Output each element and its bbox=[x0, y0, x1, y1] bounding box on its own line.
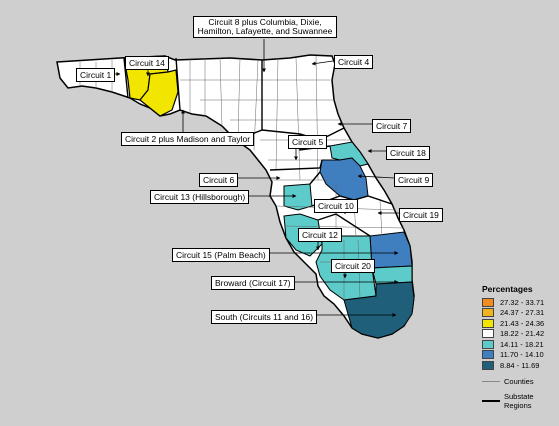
label-circuit-8-line-2: Hamilton, Lafayette, and Suwannee bbox=[197, 26, 333, 36]
legend-item-label: 18.22 - 21.42 bbox=[500, 329, 545, 339]
region-circuit-17 bbox=[371, 265, 413, 285]
label-circuit-15: Circuit 15 (Palm Beach) bbox=[172, 248, 270, 262]
label-circuit-6: Circuit 6 bbox=[199, 173, 239, 187]
label-circuit-1: Circuit 1 bbox=[76, 68, 116, 82]
legend: Percentages 27.32 - 33.71 24.37 - 27.31 21… bbox=[482, 284, 556, 410]
legend-swatch bbox=[482, 318, 494, 328]
label-south: South (Circuits 11 and 16) bbox=[211, 310, 318, 324]
label-circuit-8: Circuit 8 plus Columbia, Dixie, Hamilton… bbox=[193, 16, 337, 38]
legend-item-label: 21.43 - 24.36 bbox=[500, 318, 545, 328]
label-circuit-18: Circuit 18 bbox=[386, 146, 430, 160]
legend-item-label: 27.32 - 33.71 bbox=[500, 297, 545, 307]
legend-swatch bbox=[482, 350, 494, 360]
legend-rows: 27.32 - 33.71 24.37 - 27.31 21.43 - 24.36 1… bbox=[482, 297, 556, 371]
legend-item-label: 8.84 - 11.69 bbox=[500, 360, 540, 370]
legend-item: 14.11 - 18.21 bbox=[482, 339, 556, 350]
legend-item-label: 14.11 - 18.21 bbox=[500, 339, 544, 349]
label-circuit-5: Circuit 5 bbox=[288, 135, 328, 149]
legend-item: 21.43 - 24.36 bbox=[482, 318, 556, 329]
legend-item-label: 11.70 - 14.10 bbox=[500, 350, 544, 360]
legend-item: 11.70 - 14.10 bbox=[482, 350, 556, 361]
label-circuit-17: Broward (Circuit 17) bbox=[211, 276, 295, 290]
region-circuit-15 bbox=[369, 231, 413, 269]
label-circuit-9: Circuit 9 bbox=[394, 173, 434, 187]
label-circuit-2: Circuit 2 plus Madison and Taylor bbox=[121, 132, 255, 146]
legend-item: 8.84 - 11.69 bbox=[482, 360, 556, 371]
legend-swatch bbox=[482, 308, 494, 318]
legend-counties-label: Counties bbox=[504, 376, 534, 386]
legend-swatch bbox=[482, 297, 494, 307]
label-circuit-12: Circuit 12 bbox=[298, 228, 342, 242]
legend-item: 27.32 - 33.71 bbox=[482, 297, 556, 308]
label-circuit-4: Circuit 4 bbox=[334, 55, 374, 69]
legend-title: Percentages bbox=[482, 284, 533, 294]
legend-swatch bbox=[482, 360, 494, 370]
region-circuit-13 bbox=[283, 183, 313, 211]
leader-arrows bbox=[113, 39, 399, 317]
region-circuits-11-16 bbox=[343, 281, 415, 339]
substate-line-icon bbox=[482, 399, 500, 402]
legend-item-label: 24.37 - 27.31 bbox=[500, 308, 545, 318]
region-circuit-2 bbox=[139, 69, 179, 117]
legend-swatch bbox=[482, 339, 494, 349]
legend-counties: Counties bbox=[482, 377, 556, 386]
legend-substate: Substate Regions bbox=[482, 392, 556, 410]
label-circuit-8-line-1: Circuit 8 plus Columbia, Dixie, bbox=[208, 17, 322, 27]
label-circuit-19: Circuit 19 bbox=[399, 208, 443, 222]
legend-item: 24.37 - 27.31 bbox=[482, 308, 556, 319]
label-circuit-14: Circuit 14 bbox=[125, 56, 169, 70]
legend-item: 18.22 - 21.42 bbox=[482, 329, 556, 340]
legend-swatch bbox=[482, 329, 494, 339]
label-circuit-20: Circuit 20 bbox=[331, 259, 375, 273]
label-circuit-7: Circuit 7 bbox=[372, 119, 412, 133]
counties-line-icon bbox=[482, 380, 500, 382]
label-circuit-13: Circuit 13 (Hillsborough) bbox=[150, 190, 250, 204]
legend-substate-label: Substate Regions bbox=[504, 391, 534, 410]
label-circuit-10: Circuit 10 bbox=[314, 199, 358, 213]
